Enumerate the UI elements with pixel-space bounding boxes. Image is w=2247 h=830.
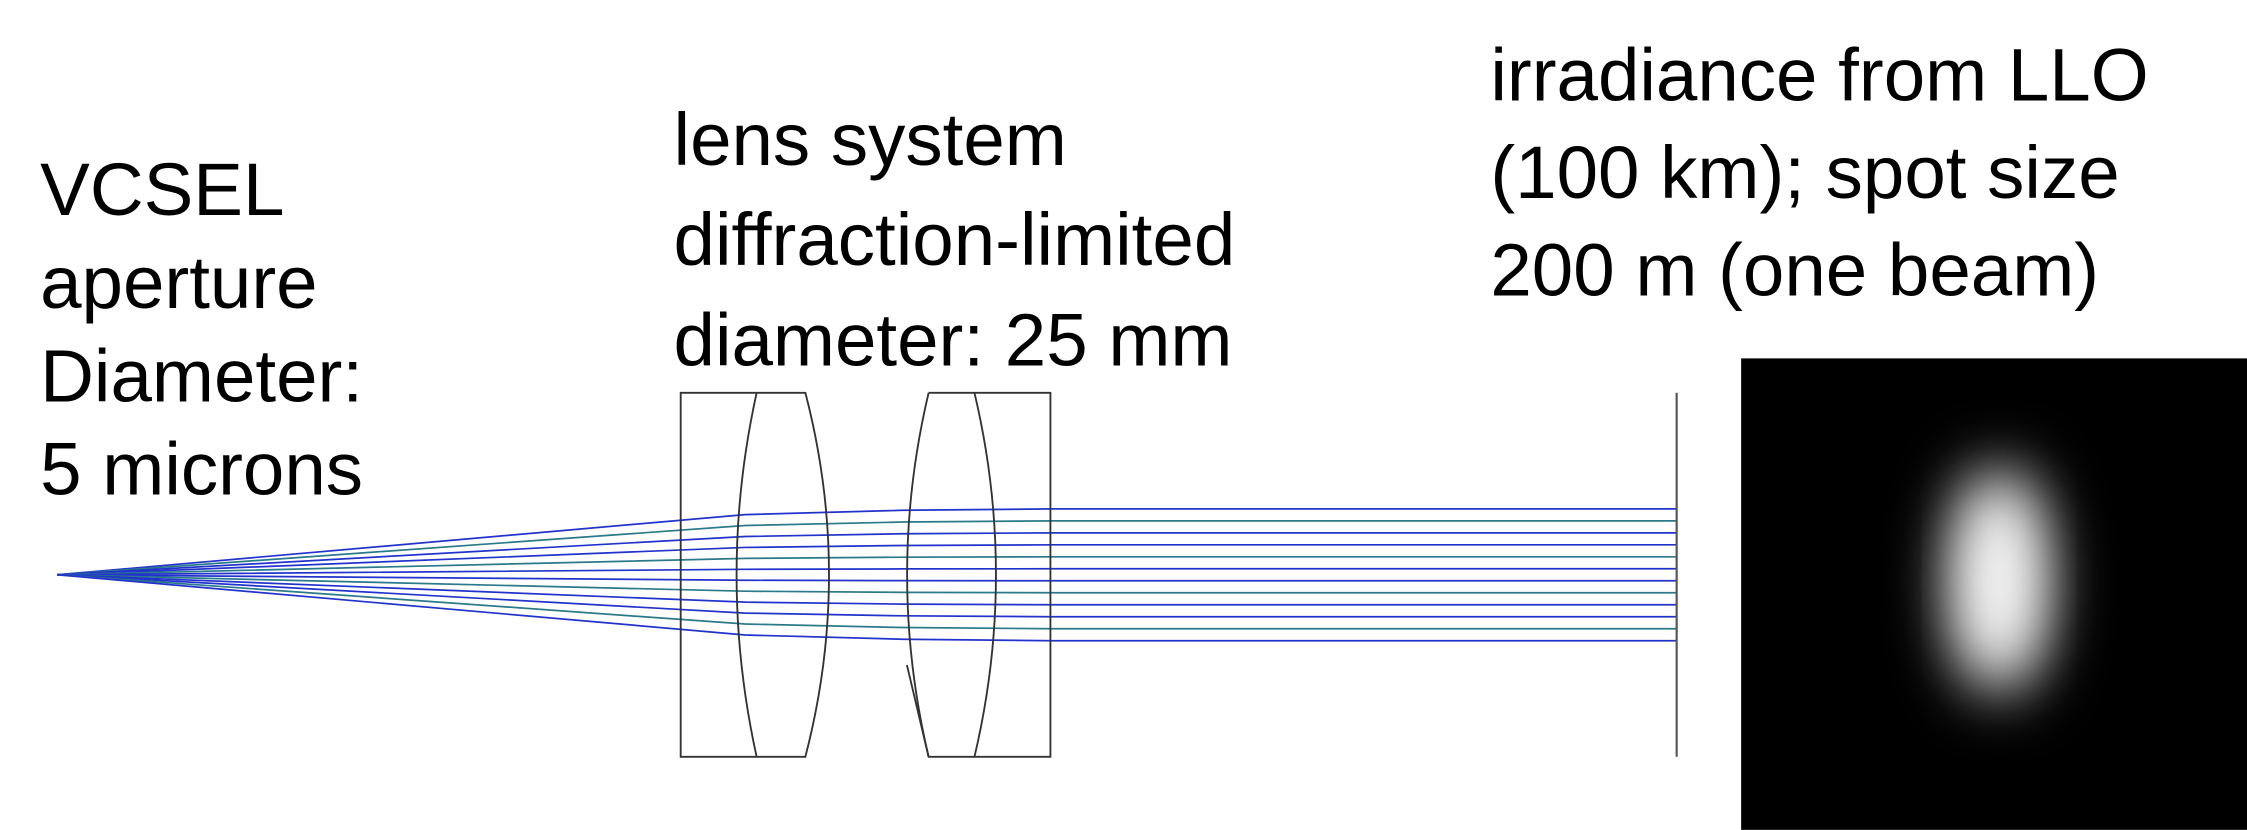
label-line: 200 m (one beam)	[1490, 228, 2099, 311]
lens-element	[907, 393, 1050, 757]
label-line: Diameter:	[40, 334, 363, 417]
label-line: irradiance from LLO	[1490, 33, 2148, 116]
label-line: lens system	[674, 98, 1067, 181]
label-irradiance: irradiance from LLO (100 km); spot size …	[1490, 33, 2148, 311]
lens-element	[681, 393, 829, 757]
lens-group	[681, 393, 1051, 757]
label-line: 5 microns	[40, 428, 363, 511]
label-line: diffraction-limited	[674, 198, 1236, 281]
label-line: VCSEL	[40, 148, 284, 231]
beam-spot-core	[1973, 495, 2025, 667]
label-line: aperture	[40, 241, 317, 324]
label-lens: lens system diffraction-limited diameter…	[674, 98, 1236, 382]
diagram: VCSEL aperture Diameter: 5 microns lens …	[0, 0, 2247, 830]
ray	[57, 575, 1676, 605]
ray	[57, 575, 1676, 629]
lens-surface	[974, 393, 995, 757]
ray	[57, 521, 1676, 575]
label-line: (100 km); spot size	[1490, 131, 2119, 214]
lens-surface	[907, 393, 928, 757]
page: {"labels": [ {"lines": ["VCSEL", "apertu…	[0, 0, 2247, 830]
ray-bundle	[57, 509, 1676, 641]
label-vcsel: VCSEL aperture Diameter: 5 microns	[40, 148, 363, 510]
ray	[57, 545, 1676, 575]
lens-surface	[737, 393, 757, 757]
label-line: diameter: 25 mm	[674, 299, 1233, 382]
